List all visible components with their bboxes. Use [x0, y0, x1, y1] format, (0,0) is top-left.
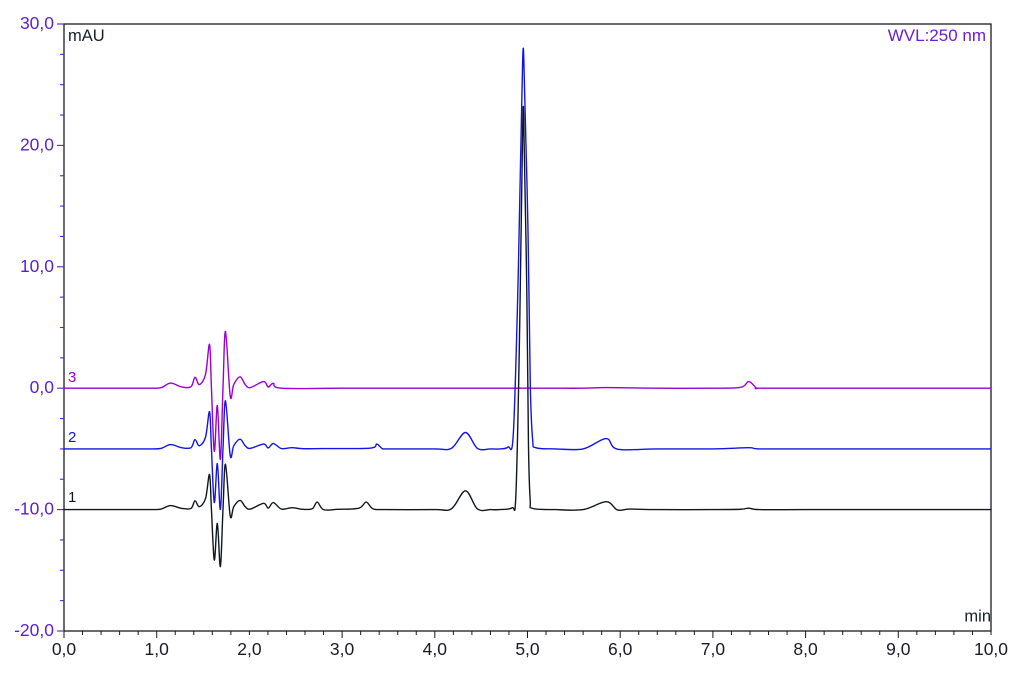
svg-text:20,0: 20,0 [20, 134, 54, 154]
svg-text:min: min [964, 608, 991, 626]
svg-text:8,0: 8,0 [793, 639, 818, 659]
svg-text:3: 3 [68, 369, 76, 386]
svg-text:-20,0: -20,0 [14, 620, 54, 640]
svg-text:mAU: mAU [68, 27, 105, 45]
svg-text:10,0: 10,0 [20, 256, 54, 276]
svg-text:0,0: 0,0 [30, 377, 55, 397]
svg-text:2,0: 2,0 [237, 639, 262, 659]
svg-text:WVL:250 nm: WVL:250 nm [888, 26, 986, 45]
svg-text:5,0: 5,0 [515, 639, 540, 659]
svg-text:1,0: 1,0 [145, 639, 170, 659]
svg-text:9,0: 9,0 [886, 639, 911, 659]
svg-text:-10,0: -10,0 [14, 499, 54, 519]
svg-text:6,0: 6,0 [608, 639, 633, 659]
svg-text:4,0: 4,0 [423, 639, 448, 659]
svg-text:2: 2 [68, 429, 76, 446]
svg-text:1: 1 [68, 489, 76, 506]
svg-text:3,0: 3,0 [330, 639, 355, 659]
svg-text:10,0: 10,0 [974, 639, 1008, 659]
svg-text:7,0: 7,0 [701, 639, 726, 659]
svg-text:0,0: 0,0 [52, 639, 77, 659]
svg-text:30,0: 30,0 [20, 13, 54, 33]
